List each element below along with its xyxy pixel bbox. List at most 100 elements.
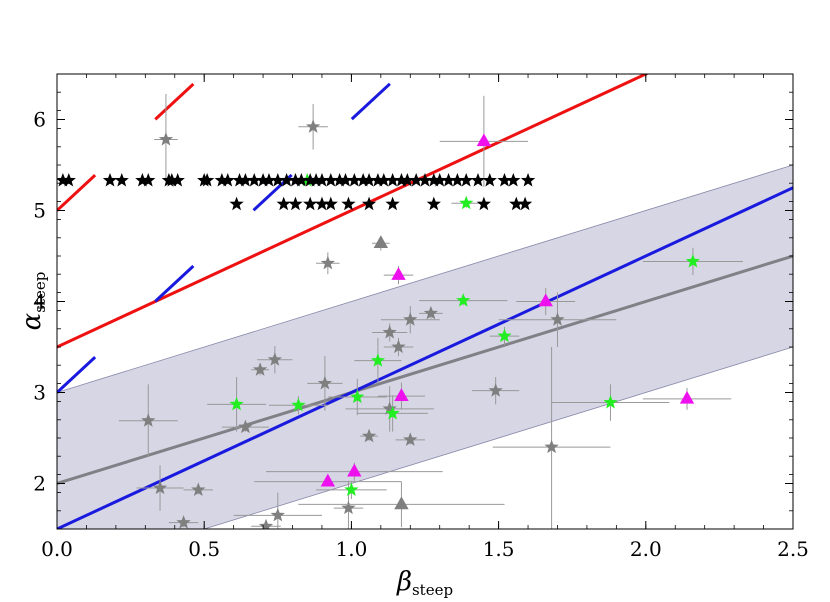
star-marker	[459, 172, 474, 187]
series-black-stars-upper-row-	[57, 172, 536, 187]
star-marker	[164, 172, 179, 187]
star-marker	[356, 172, 371, 187]
star-marker	[317, 375, 333, 390]
star-marker	[114, 172, 129, 187]
star-marker	[432, 172, 447, 187]
x-axis-symbol: β	[396, 567, 412, 597]
triangle-marker	[538, 293, 553, 307]
star-marker	[426, 172, 441, 187]
star-marker	[341, 500, 356, 515]
star-marker	[102, 172, 118, 187]
star-marker	[685, 253, 701, 268]
series-black-stars-lower-row-	[229, 196, 533, 211]
star-marker	[403, 432, 418, 446]
star-marker	[229, 196, 244, 211]
star-marker	[267, 352, 282, 366]
star-marker	[200, 172, 215, 187]
star-marker	[238, 172, 253, 187]
star-marker	[344, 482, 359, 496]
star-marker	[517, 196, 533, 211]
star-marker	[306, 119, 321, 133]
star-marker	[376, 172, 391, 187]
star-marker	[303, 172, 318, 187]
star-marker	[294, 172, 309, 187]
star-marker	[303, 196, 318, 211]
y-axis-symbol: α	[17, 312, 47, 330]
star-marker	[544, 439, 559, 454]
x-tick-label: 2.5	[777, 537, 809, 561]
star-marker	[382, 324, 397, 339]
star-marker	[456, 293, 471, 307]
star-marker	[332, 172, 347, 187]
star-marker	[323, 172, 338, 187]
star-marker	[270, 172, 285, 187]
star-marker	[288, 172, 303, 187]
star-marker	[220, 172, 235, 187]
star-marker	[426, 196, 441, 211]
star-marker	[497, 328, 512, 343]
star-marker	[170, 172, 185, 187]
y-tick-label: 4	[33, 290, 46, 314]
star-marker	[450, 172, 465, 187]
star-marker	[370, 353, 386, 367]
star-marker	[229, 396, 244, 411]
star-marker	[141, 172, 156, 187]
star-marker	[238, 419, 253, 434]
band-lower-edge	[202, 346, 793, 529]
x-axis-subscript: steep	[412, 581, 453, 599]
star-marker	[247, 172, 262, 187]
star-marker	[191, 482, 206, 496]
star-marker	[603, 395, 618, 409]
star-marker	[141, 413, 156, 427]
star-marker	[385, 405, 400, 420]
plot-area	[57, 74, 793, 529]
star-marker	[394, 172, 409, 187]
y-tick-label: 3	[33, 381, 46, 405]
blue-dashed-line	[57, 74, 403, 394]
triangle-marker	[347, 463, 362, 477]
star-marker	[232, 172, 247, 187]
star-marker	[314, 196, 330, 211]
red-dashed-line	[57, 74, 207, 212]
star-marker	[176, 515, 191, 529]
star-marker	[488, 383, 503, 397]
series-grey-triangles	[298, 235, 505, 528]
y-axis-subscript: steep	[31, 272, 49, 313]
star-marker	[361, 172, 377, 187]
triangle-marker	[391, 267, 406, 280]
star-marker	[261, 172, 277, 187]
y-axis-title: αsteep	[17, 272, 49, 331]
star-marker	[409, 172, 424, 187]
star-marker	[338, 172, 353, 187]
star-marker	[361, 196, 377, 211]
star-marker	[61, 172, 76, 187]
star-marker	[506, 172, 521, 187]
star-marker	[550, 312, 565, 326]
star-marker	[476, 196, 492, 211]
star-marker	[391, 339, 406, 354]
star-marker	[255, 172, 271, 187]
star-marker	[385, 196, 400, 211]
x-tick-label: 0.5	[188, 537, 220, 561]
star-marker	[214, 172, 229, 187]
star-marker	[323, 196, 338, 211]
axes: 0.0 0.5 1.0 1.5 2.0 2.5 2 3 4 5 6	[33, 73, 809, 561]
star-marker	[382, 401, 397, 415]
star-marker	[520, 172, 536, 187]
star-marker	[314, 172, 330, 187]
star-marker	[347, 172, 362, 187]
star-marker	[152, 480, 168, 495]
triangle-marker	[373, 235, 389, 249]
triangle-marker	[394, 496, 409, 510]
band-upper-edge	[57, 164, 793, 393]
uncertainty-band	[57, 165, 793, 529]
star-marker	[385, 172, 400, 187]
star-marker	[400, 172, 415, 187]
star-marker	[497, 172, 512, 187]
y-tick-label: 6	[33, 108, 46, 132]
star-marker	[423, 305, 439, 320]
star-marker	[361, 428, 377, 443]
star-marker	[135, 172, 150, 187]
star-marker	[482, 172, 497, 187]
